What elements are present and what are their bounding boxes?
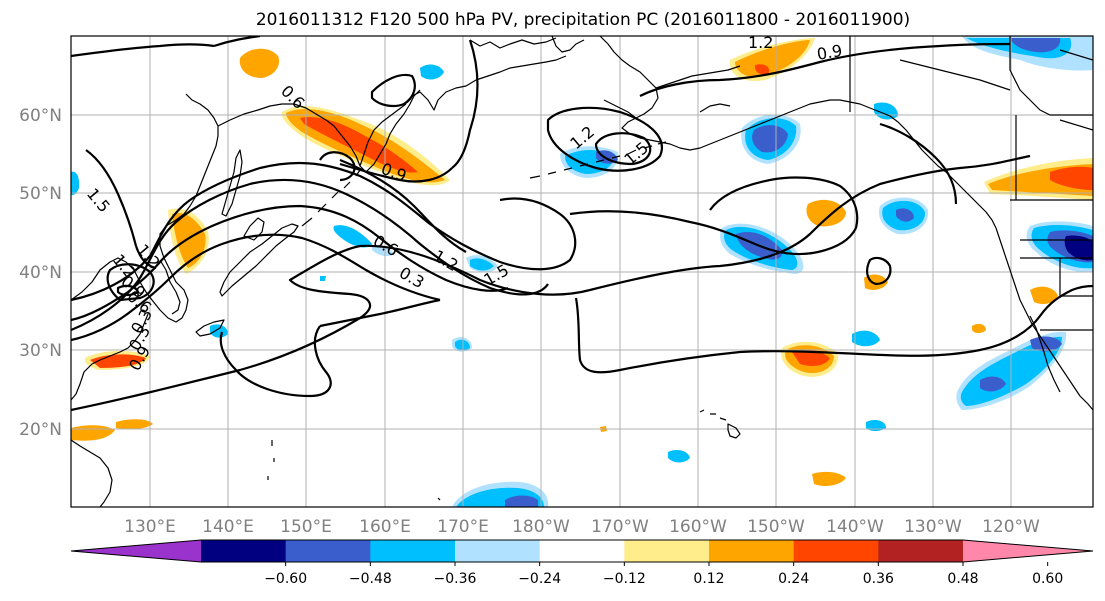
lon-label: 170°E xyxy=(437,517,489,537)
lat-label: 60°N xyxy=(19,106,62,126)
lat-label: 20°N xyxy=(19,420,62,440)
colorbar-tick-label: −0.36 xyxy=(434,571,477,587)
lon-label: 140°W xyxy=(826,517,884,537)
longitude-labels: 130°E 140°E 150°E 160°E 170°E 180°W 170°… xyxy=(124,517,1040,537)
lat-label: 50°N xyxy=(19,184,62,204)
colorbar-segment xyxy=(201,540,287,562)
lon-label: 150°E xyxy=(280,517,332,537)
colorbar-segment xyxy=(539,540,625,562)
lon-label: 140°E xyxy=(202,517,254,537)
colorbar-segment xyxy=(793,540,879,562)
colorbar-segment xyxy=(455,540,541,562)
figure-title: 2016011312 F120 500 hPa PV, precipitatio… xyxy=(256,10,910,30)
lon-label: 160°W xyxy=(669,517,727,537)
colorbar-extend-low xyxy=(71,540,201,562)
contour-label: 0.9 xyxy=(815,41,843,64)
colorbar-outline xyxy=(70,539,1094,563)
lat-label: 40°N xyxy=(19,263,62,283)
colorbar-tick-label: −0.48 xyxy=(349,571,392,587)
colorbar-segment xyxy=(709,540,795,562)
colorbar-tick-label: 0.36 xyxy=(863,571,894,587)
colorbar: −0.60 −0.48 −0.36 −0.24 −0.12 0.12 0.24 0.36 0.4… xyxy=(70,539,1094,587)
pv-contours xyxy=(71,36,1093,412)
lon-label: 120°W xyxy=(982,517,1040,537)
colorbar-tick-label: 0.60 xyxy=(1032,571,1063,587)
map-panel: 1.5 1.2 0.9 0.6 0.3 0.9 0.6 0.9 1.2 0.6 … xyxy=(70,33,1094,508)
colorbar-tick-label: −0.60 xyxy=(264,571,307,587)
lon-label: 130°W xyxy=(904,517,962,537)
colorbar-segment xyxy=(624,540,710,562)
coastlines xyxy=(71,36,1093,507)
lon-label: 170°W xyxy=(591,517,649,537)
lon-label: 130°E xyxy=(124,517,176,537)
colorbar-segment xyxy=(285,540,371,562)
lon-label: 150°W xyxy=(747,517,805,537)
latitude-labels: 20°N 30°N 40°N 50°N 60°N xyxy=(19,106,62,440)
lon-label: 180°W xyxy=(512,517,570,537)
lon-label: 160°E xyxy=(359,517,411,537)
colorbar-tick-label: −0.24 xyxy=(518,571,561,587)
colorbar-tick-label: 0.12 xyxy=(693,571,724,587)
colorbar-segment xyxy=(878,540,964,562)
colorbar-tick-label: 0.24 xyxy=(778,571,809,587)
contour-label: 1.2 xyxy=(748,33,773,52)
colorbar-extend-high xyxy=(963,540,1093,562)
colorbar-segment xyxy=(370,540,456,562)
colorbar-tick-label: 0.48 xyxy=(947,571,978,587)
colorbar-tick-label: −0.12 xyxy=(603,571,646,587)
lat-label: 30°N xyxy=(19,341,62,361)
map-frame xyxy=(70,35,1094,508)
